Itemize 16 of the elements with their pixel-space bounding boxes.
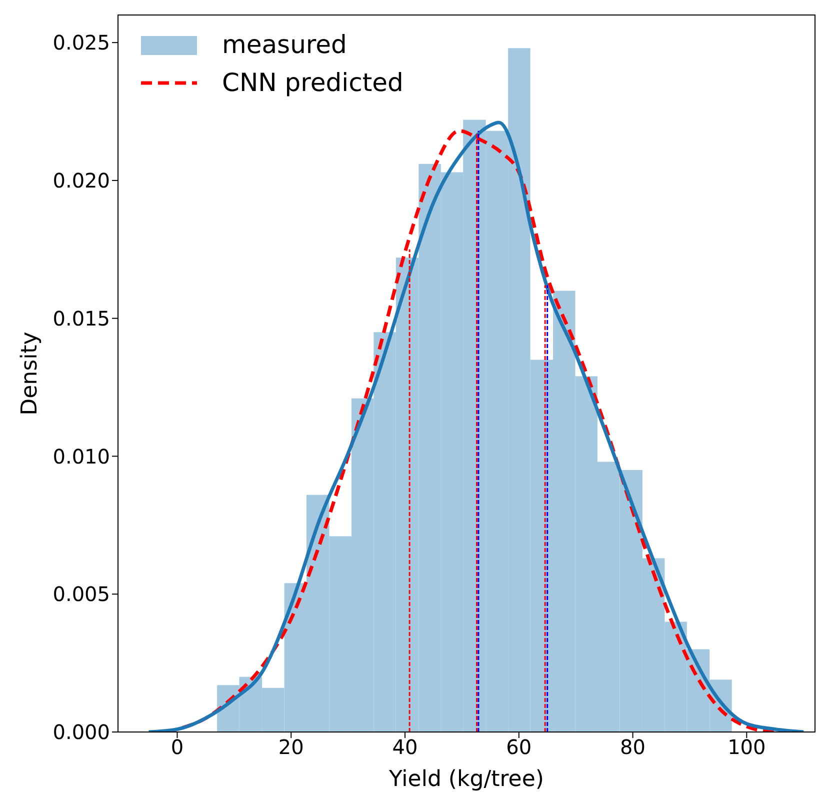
x-tick-label: 60 [506, 735, 532, 760]
y-tick-label: 0.010 [52, 444, 110, 468]
legend-label: CNN predicted [222, 67, 404, 99]
y-tick-label: 0.020 [52, 168, 110, 193]
x-axis-title: Yield (kg/tree) [388, 767, 544, 792]
x-tick-label: 100 [728, 735, 766, 760]
y-tick-label: 0.025 [52, 30, 110, 55]
legend-label: measured [222, 29, 347, 61]
x-tick-label: 80 [620, 735, 646, 760]
y-tick-label: 0.000 [52, 720, 110, 744]
x-tick-label: 20 [278, 735, 304, 760]
x-tick-label: 0 [170, 735, 184, 760]
y-axis-title: Density [18, 332, 42, 416]
y-tick-label: 0.015 [52, 306, 110, 330]
x-tick-label: 40 [392, 735, 418, 760]
y-tick-label: 0.005 [52, 582, 110, 606]
